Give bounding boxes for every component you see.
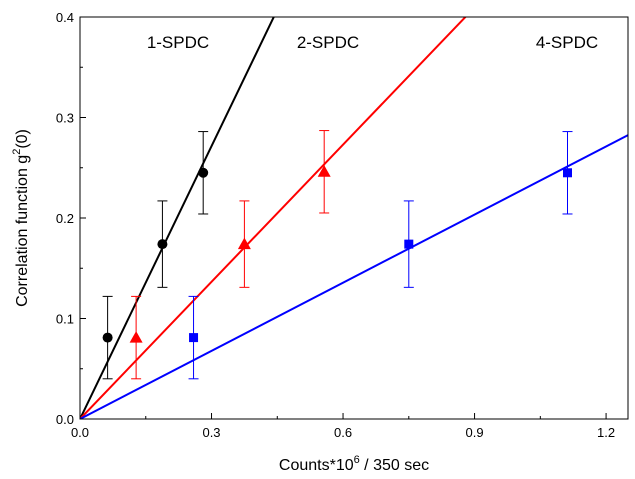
x-tick-label: 0.9 [466,425,484,440]
annotation-1-spdc: 1-SPDC [147,33,209,52]
y-axis-label-main: Correlation function g [14,155,31,307]
annotation-2-spdc: 2-SPDC [297,33,359,52]
y-axis-label: Correlation function g2(0) [11,129,31,307]
x-axis-label-main: Counts*10 [279,457,354,474]
x-axis-label-sup: 6 [354,454,360,466]
data-point-2-spdc [237,237,251,250]
data-point-2-spdc [317,165,331,177]
ticks-layer: 0.0 0.3 0.6 0.9 1.2 0.0 0.1 0.2 0.3 0.4 [56,10,615,440]
y-axis-label-rest: (0) [14,129,31,149]
data-point-4-spdc [189,333,199,343]
y-axis-label-sup: 2 [11,149,23,155]
data-point-2-spdc [129,331,143,343]
x-tick-label: 0.6 [334,425,352,440]
x-tick-label: 0.3 [202,425,220,440]
y-tick-label: 0.0 [56,412,74,427]
y-tick-label: 0.4 [56,10,74,25]
data-point-1-spdc [102,332,113,343]
data-point-4-spdc [404,239,414,249]
annotation-4-spdc: 4-SPDC [536,33,598,52]
data-point-1-spdc [157,239,168,250]
data-point-4-spdc [563,168,573,178]
fit-line-1-spdc [80,17,275,419]
fit-line-2-spdc [80,17,467,419]
y-tick-label: 0.3 [56,111,74,126]
y-tick-label: 0.1 [56,312,74,327]
x-axis-label: Counts*106 / 350 sec [279,454,429,474]
series-layer [80,17,628,419]
marker-layer [102,130,573,380]
data-point-1-spdc [198,167,209,178]
fit-line-4-spdc [80,134,628,419]
x-axis-label-rest: / 350 sec [360,457,429,474]
x-tick-label: 0.0 [71,425,89,440]
y-tick-label: 0.2 [56,211,74,226]
x-tick-label: 1.2 [597,425,615,440]
